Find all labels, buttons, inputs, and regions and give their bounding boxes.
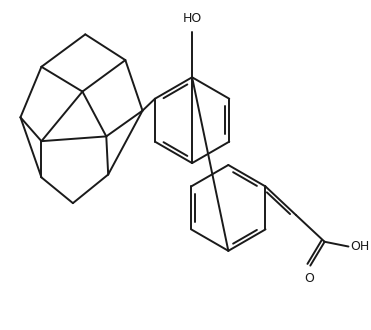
Text: O: O [305, 272, 314, 285]
Text: HO: HO [183, 12, 202, 25]
Text: OH: OH [350, 240, 370, 253]
